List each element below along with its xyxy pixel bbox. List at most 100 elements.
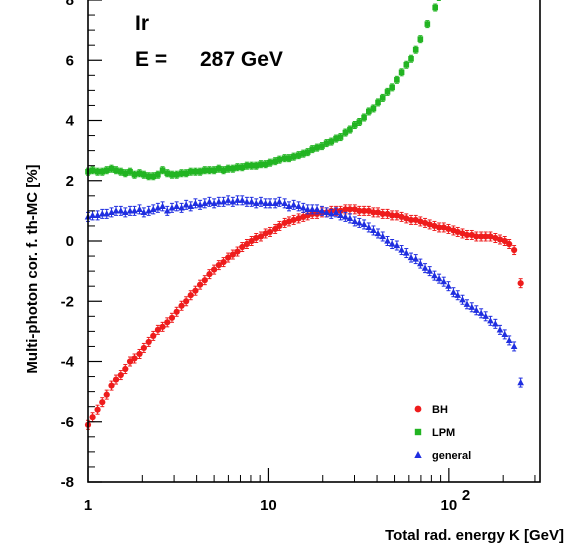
data-point-BH (379, 210, 386, 217)
data-point-LPM (131, 171, 138, 178)
data-point-BH (229, 251, 236, 258)
data-point-general (98, 210, 106, 217)
data-point-general (407, 253, 415, 261)
series-BH (84, 204, 524, 430)
plot-frame (87, 0, 541, 483)
data-point-general (356, 219, 363, 226)
data-point-general (445, 282, 452, 289)
data-point-general (159, 202, 166, 209)
data-point-BH (201, 277, 208, 284)
data-point-LPM (258, 161, 264, 167)
data-point-LPM (127, 168, 133, 175)
data-point-general (398, 246, 405, 253)
data-point-BH (257, 233, 265, 240)
data-point-LPM (183, 170, 189, 177)
data-point-BH (511, 246, 518, 254)
data-point-LPM (300, 150, 307, 157)
data-point-general (117, 207, 125, 214)
data-point-LPM (211, 167, 217, 174)
data-point-LPM (276, 156, 283, 163)
data-point-BH (482, 233, 489, 240)
data-point-BH (384, 210, 391, 217)
data-point-general (163, 207, 171, 214)
y-tick-label: 4 (66, 113, 75, 130)
data-point-LPM (206, 167, 213, 174)
data-point-general (234, 196, 241, 203)
data-point-LPM (108, 165, 115, 172)
data-point-general (182, 201, 190, 208)
data-point-general (450, 288, 457, 295)
data-point-general (304, 205, 311, 212)
data-point-BH (346, 206, 354, 213)
data-point-LPM (342, 129, 349, 136)
data-point-BH (122, 365, 129, 373)
data-point-BH (145, 338, 152, 346)
data-point-general (374, 229, 382, 237)
data-point-BH (478, 233, 485, 240)
data-point-BH (168, 314, 176, 321)
data-point-LPM (337, 134, 344, 140)
data-point-LPM (323, 140, 330, 146)
data-point-general (365, 223, 373, 231)
data-point-BH (431, 222, 438, 230)
data-point-general (463, 300, 471, 307)
data-point-LPM (89, 167, 96, 174)
legend-marker-LPM (414, 428, 422, 436)
data-point-LPM (379, 95, 386, 101)
data-point-general (492, 320, 499, 327)
data-point-BH (89, 414, 96, 421)
data-point-general (342, 213, 349, 220)
data-point-LPM (351, 122, 358, 128)
data-point-BH (154, 326, 161, 333)
x-tick-exponent: 2 (462, 487, 470, 504)
data-point-BH (248, 237, 255, 245)
data-point-general (266, 199, 274, 206)
data-point-BH (108, 382, 115, 389)
data-point-general (421, 264, 429, 271)
energy-annotation-label: E = (135, 48, 167, 71)
data-point-general (370, 226, 377, 234)
data-point-BH (374, 209, 382, 216)
data-point-BH (140, 344, 147, 352)
data-point-LPM (333, 135, 339, 142)
x-tick-label: 10 (260, 497, 277, 514)
data-point-BH (187, 292, 194, 299)
data-point-general (276, 198, 283, 205)
legend-marker-BH (414, 405, 422, 413)
data-point-BH (178, 302, 185, 309)
data-point-LPM (281, 155, 288, 161)
data-point-general (224, 196, 232, 203)
data-point-LPM (159, 167, 166, 174)
data-point-LPM (328, 138, 335, 145)
data-point-general (257, 198, 265, 205)
y-tick-label: -2 (61, 293, 74, 310)
data-point-BH (295, 215, 302, 222)
legend-label-BH: BH (432, 404, 448, 416)
series-LPM (85, 0, 441, 181)
data-point-BH (211, 266, 218, 273)
data-point-BH (360, 207, 368, 214)
data-point-general (337, 211, 344, 218)
data-point-LPM (103, 167, 110, 174)
data-point-BH (126, 358, 134, 365)
data-point-BH (183, 298, 190, 305)
data-point-LPM (424, 21, 431, 27)
data-point-LPM (230, 165, 236, 172)
data-point-LPM (197, 168, 203, 175)
data-point-BH (436, 224, 443, 231)
data-point-LPM (239, 164, 246, 170)
data-point-LPM (192, 168, 199, 175)
data-point-general (299, 204, 307, 211)
data-point-LPM (361, 114, 367, 121)
data-point-BH (285, 218, 293, 225)
data-point-LPM (412, 46, 419, 53)
data-point-LPM (169, 171, 175, 178)
data-layer (84, 0, 524, 430)
data-point-general (393, 241, 401, 249)
data-point-LPM (248, 162, 255, 169)
data-point-general (323, 208, 330, 215)
energy-annotation-value: 287 GeV (200, 48, 283, 71)
data-point-LPM (173, 171, 180, 178)
data-point-LPM (220, 167, 227, 174)
